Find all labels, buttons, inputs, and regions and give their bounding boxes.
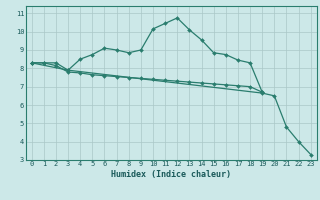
X-axis label: Humidex (Indice chaleur): Humidex (Indice chaleur) (111, 170, 231, 179)
